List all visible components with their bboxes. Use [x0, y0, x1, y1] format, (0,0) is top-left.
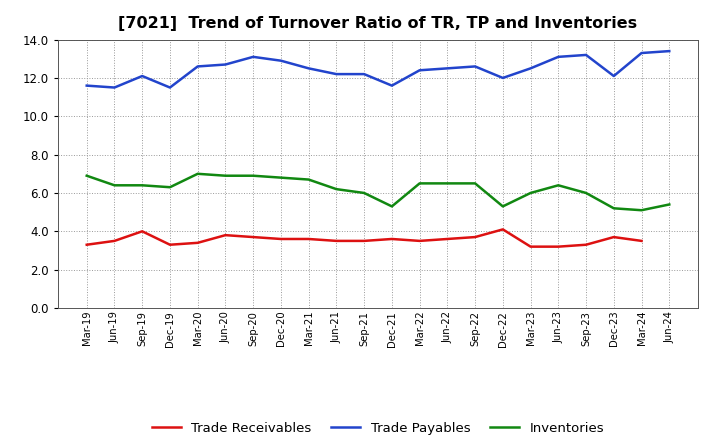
Trade Receivables: [443, 236, 451, 242]
Trade Payables: [332, 71, 341, 77]
Trade Receivables: [554, 244, 562, 249]
Inventories: [554, 183, 562, 188]
Trade Payables: [498, 75, 507, 81]
Trade Receivables: [637, 238, 646, 244]
Inventories: [332, 187, 341, 192]
Trade Payables: [221, 62, 230, 67]
Trade Receivables: [110, 238, 119, 244]
Inventories: [194, 171, 202, 176]
Trade Payables: [166, 85, 174, 90]
Trade Payables: [305, 66, 313, 71]
Inventories: [221, 173, 230, 178]
Trade Payables: [110, 85, 119, 90]
Title: [7021]  Trend of Turnover Ratio of TR, TP and Inventories: [7021] Trend of Turnover Ratio of TR, TP…: [118, 16, 638, 32]
Trade Payables: [360, 71, 369, 77]
Inventories: [582, 191, 590, 196]
Inventories: [305, 177, 313, 182]
Inventories: [471, 181, 480, 186]
Inventories: [498, 204, 507, 209]
Trade Receivables: [138, 229, 147, 234]
Inventories: [276, 175, 285, 180]
Trade Receivables: [471, 235, 480, 240]
Trade Receivables: [221, 232, 230, 238]
Line: Trade Receivables: Trade Receivables: [86, 229, 642, 247]
Inventories: [387, 204, 396, 209]
Trade Payables: [387, 83, 396, 88]
Inventories: [637, 208, 646, 213]
Inventories: [443, 181, 451, 186]
Inventories: [360, 191, 369, 196]
Trade Receivables: [526, 244, 535, 249]
Trade Receivables: [194, 240, 202, 246]
Trade Payables: [249, 54, 258, 59]
Trade Receivables: [609, 235, 618, 240]
Trade Payables: [665, 48, 674, 54]
Inventories: [82, 173, 91, 178]
Inventories: [526, 191, 535, 196]
Inventories: [110, 183, 119, 188]
Trade Payables: [276, 58, 285, 63]
Trade Payables: [526, 66, 535, 71]
Inventories: [166, 185, 174, 190]
Trade Receivables: [249, 235, 258, 240]
Trade Payables: [138, 73, 147, 79]
Legend: Trade Receivables, Trade Payables, Inventories: Trade Receivables, Trade Payables, Inven…: [146, 417, 610, 440]
Trade Payables: [582, 52, 590, 58]
Trade Payables: [194, 64, 202, 69]
Inventories: [249, 173, 258, 178]
Trade Payables: [637, 50, 646, 55]
Trade Payables: [554, 54, 562, 59]
Line: Trade Payables: Trade Payables: [86, 51, 670, 88]
Trade Receivables: [498, 227, 507, 232]
Trade Payables: [471, 64, 480, 69]
Trade Payables: [82, 83, 91, 88]
Trade Receivables: [387, 236, 396, 242]
Trade Receivables: [82, 242, 91, 247]
Trade Payables: [415, 68, 424, 73]
Inventories: [665, 202, 674, 207]
Trade Receivables: [332, 238, 341, 244]
Inventories: [138, 183, 147, 188]
Inventories: [415, 181, 424, 186]
Trade Receivables: [166, 242, 174, 247]
Trade Receivables: [305, 236, 313, 242]
Trade Receivables: [276, 236, 285, 242]
Trade Payables: [443, 66, 451, 71]
Trade Receivables: [360, 238, 369, 244]
Trade Receivables: [415, 238, 424, 244]
Inventories: [609, 205, 618, 211]
Trade Receivables: [582, 242, 590, 247]
Trade Payables: [609, 73, 618, 79]
Line: Inventories: Inventories: [86, 174, 670, 210]
